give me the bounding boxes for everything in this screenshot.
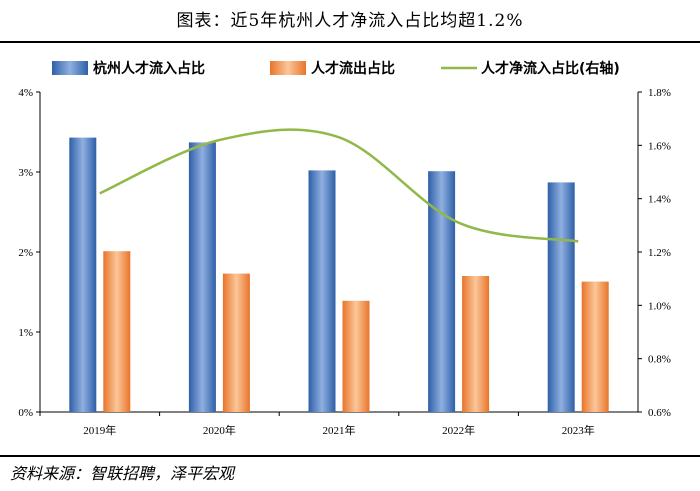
bar bbox=[342, 300, 370, 412]
left-tick-label: 4% bbox=[18, 87, 33, 99]
bar bbox=[69, 137, 97, 412]
bar bbox=[547, 182, 575, 412]
x-tick-label: 2020年 bbox=[203, 423, 236, 437]
line-series bbox=[99, 128, 579, 243]
right-tick-label: 1.8% bbox=[648, 87, 671, 99]
bottom-rule bbox=[0, 455, 700, 457]
right-tick-label: 1.2% bbox=[648, 247, 671, 259]
left-tick-label: 3% bbox=[18, 167, 33, 179]
bar bbox=[462, 276, 490, 412]
bar bbox=[103, 251, 131, 412]
net-inflow-line bbox=[99, 128, 579, 243]
left-tick-label: 2% bbox=[18, 247, 33, 259]
left-tick-label: 1% bbox=[18, 327, 33, 339]
left-tick-label: 0% bbox=[18, 407, 33, 419]
legend: 杭州人才流入占比 人才流出占比 人才净流入占比(右轴) bbox=[52, 60, 620, 77]
axes: 0% 1% 2% 3% 4% 0.6% 0.8% 1.0% 1.2% 1.4% 1.6% 1.8% 20… bbox=[18, 87, 671, 437]
x-tick-label: 2019年 bbox=[83, 423, 116, 437]
bar bbox=[188, 142, 216, 412]
right-tick-label: 1.6% bbox=[648, 140, 671, 152]
legend-swatch-inflow bbox=[52, 61, 88, 75]
legend-swatch-outflow bbox=[270, 61, 306, 75]
bar bbox=[581, 281, 609, 412]
bar bbox=[428, 171, 456, 412]
x-tick-label: 2023年 bbox=[562, 423, 595, 437]
x-tick-label: 2021年 bbox=[323, 423, 356, 437]
x-tick-label: 2022年 bbox=[442, 423, 475, 437]
bar bbox=[222, 273, 250, 412]
bar bbox=[308, 170, 336, 412]
legend-label-net: 人才净流入占比(右轴) bbox=[481, 60, 620, 77]
top-rule bbox=[0, 41, 700, 43]
right-tick-label: 1.0% bbox=[648, 300, 671, 312]
chart-title: 图表：近5年杭州人才净流入占比均超1.2% bbox=[176, 11, 524, 31]
bars bbox=[69, 137, 609, 412]
right-tick-label: 1.4% bbox=[648, 194, 671, 206]
source-note: 资料来源：智联招聘，泽平宏观 bbox=[10, 464, 235, 483]
legend-label-outflow: 人才流出占比 bbox=[311, 60, 395, 77]
legend-label-inflow: 杭州人才流入占比 bbox=[93, 60, 205, 77]
right-tick-label: 0.8% bbox=[648, 354, 671, 366]
right-tick-label: 0.6% bbox=[648, 407, 671, 419]
